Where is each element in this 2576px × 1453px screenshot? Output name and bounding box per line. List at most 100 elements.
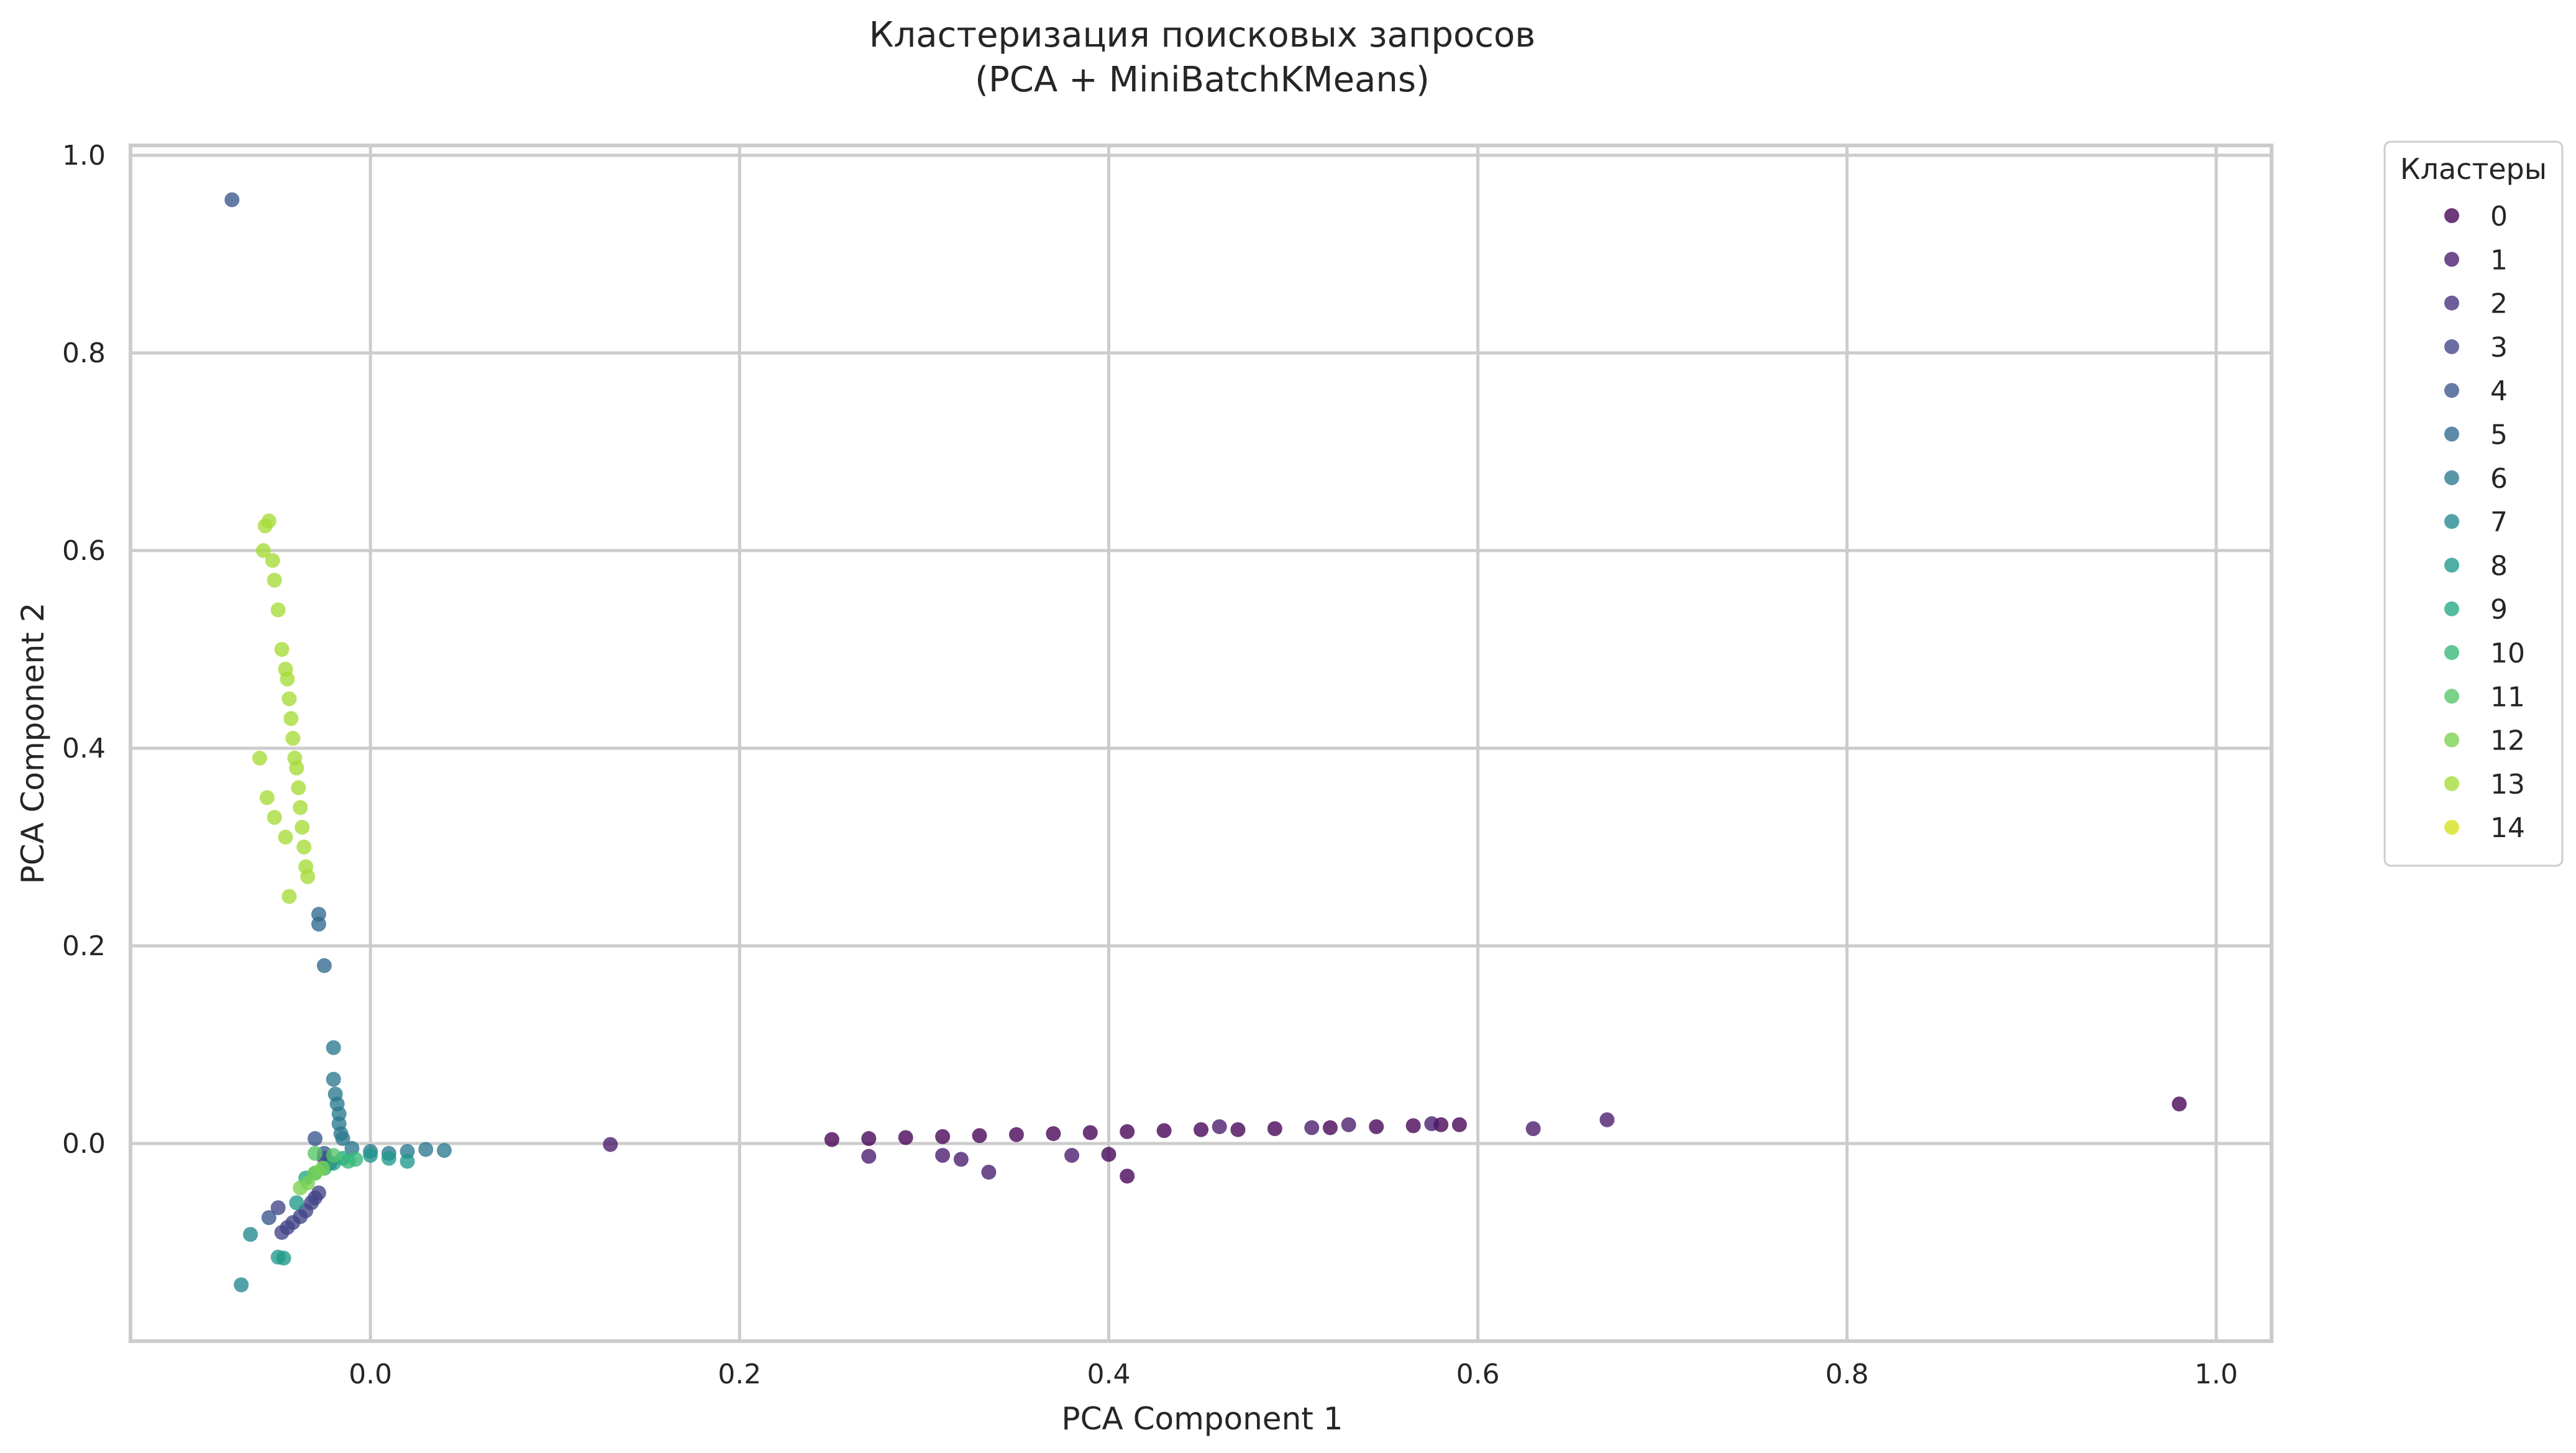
legend-marker (2444, 601, 2459, 616)
data-point-cluster-8 (381, 1150, 396, 1166)
data-point-cluster-13 (267, 572, 282, 588)
data-point-cluster-13 (295, 820, 310, 835)
data-point-cluster-13 (281, 691, 297, 707)
legend-marker (2444, 426, 2459, 442)
data-point-cluster-0 (1082, 1125, 1098, 1140)
y-tick-label: 0.8 (62, 337, 106, 369)
data-point-cluster-0 (2172, 1096, 2187, 1112)
data-point-cluster-13 (259, 790, 275, 805)
data-points (224, 192, 2187, 1293)
data-point-cluster-10 (348, 1152, 363, 1167)
data-point-cluster-0 (1046, 1126, 1061, 1142)
x-tick-label: 0.0 (349, 1359, 392, 1390)
legend-label: 4 (2490, 375, 2508, 407)
data-point-cluster-7 (243, 1227, 258, 1242)
legend-marker (2444, 557, 2459, 573)
data-point-cluster-13 (300, 869, 316, 884)
legend-marker (2444, 732, 2459, 748)
data-point-cluster-13 (278, 830, 293, 845)
data-point-cluster-13 (267, 810, 282, 825)
data-point-cluster-13 (281, 889, 297, 904)
data-point-cluster-13 (293, 800, 308, 815)
data-point-cluster-13 (252, 750, 267, 766)
x-tick-label: 0.6 (1456, 1359, 1500, 1390)
data-point-cluster-0 (1369, 1119, 1384, 1134)
data-point-cluster-13 (261, 513, 276, 529)
legend-label: 2 (2490, 288, 2508, 320)
data-point-cluster-0 (824, 1132, 839, 1147)
data-point-cluster-1 (981, 1165, 997, 1180)
data-point-cluster-0 (861, 1131, 877, 1147)
y-axis-label: PCA Component 2 (15, 602, 51, 884)
legend-marker (2444, 295, 2459, 311)
data-point-cluster-5 (311, 916, 327, 932)
y-tick-labels: 0.0 0.2 0.4 0.6 0.8 1.0 (62, 140, 106, 1160)
y-tick-label: 0.2 (62, 930, 106, 962)
data-point-cluster-1 (1212, 1119, 1227, 1134)
data-point-cluster-0 (935, 1129, 951, 1144)
legend-label: 0 (2490, 201, 2508, 232)
legend-label: 5 (2490, 419, 2508, 451)
data-point-cluster-0 (1120, 1168, 1135, 1184)
legend-label: 1 (2490, 244, 2508, 276)
data-point-cluster-1 (603, 1137, 618, 1152)
data-point-cluster-6 (418, 1142, 434, 1157)
plot-frame (129, 144, 2273, 1343)
legend-label: 11 (2490, 681, 2525, 713)
legend-marker (2444, 339, 2459, 354)
data-point-cluster-1 (1064, 1148, 1080, 1163)
data-point-cluster-0 (1267, 1121, 1282, 1137)
x-tick-label: 0.2 (718, 1359, 761, 1390)
x-tick-label: 1.0 (2195, 1359, 2238, 1390)
legend-box (2383, 140, 2564, 867)
y-tick-label: 0.6 (62, 535, 106, 567)
data-point-cluster-1 (1304, 1120, 1320, 1135)
data-point-cluster-0 (1451, 1117, 1467, 1132)
data-point-cluster-11 (308, 1145, 323, 1161)
data-point-cluster-6 (335, 1131, 350, 1147)
data-point-cluster-0 (972, 1128, 987, 1144)
data-point-cluster-7 (234, 1277, 249, 1293)
x-tick-label: 0.4 (1087, 1359, 1130, 1390)
legend-marker (2444, 689, 2459, 704)
legend-label: 13 (2490, 769, 2525, 800)
legend-label: 3 (2490, 332, 2508, 364)
data-point-cluster-13 (291, 780, 306, 795)
legend-label: 7 (2490, 506, 2508, 538)
data-point-cluster-0 (1008, 1127, 1024, 1142)
data-point-cluster-13 (255, 543, 271, 558)
legend-marker (2444, 514, 2459, 529)
data-point-cluster-13 (270, 602, 286, 618)
data-point-cluster-0 (1322, 1120, 1338, 1135)
grid-lines (130, 145, 2272, 1341)
data-point-cluster-8 (400, 1153, 415, 1169)
data-point-cluster-13 (265, 552, 280, 568)
y-tick-label: 0.4 (62, 733, 106, 764)
data-point-cluster-0 (1405, 1118, 1421, 1134)
legend-marker (2444, 645, 2459, 660)
y-tick-label: 1.0 (62, 140, 106, 172)
x-tick-labels: 0.0 0.2 0.4 0.6 0.8 1.0 (349, 1359, 2238, 1390)
data-point-cluster-0 (898, 1130, 913, 1145)
data-point-cluster-8 (363, 1148, 378, 1163)
legend-marker (2444, 820, 2459, 835)
data-point-cluster-4 (224, 192, 240, 208)
data-point-cluster-6 (326, 1040, 341, 1055)
data-point-cluster-11 (326, 1148, 341, 1163)
data-point-cluster-13 (296, 839, 312, 855)
legend-label: 6 (2490, 463, 2508, 495)
data-point-cluster-8 (289, 1195, 304, 1211)
data-point-cluster-4 (261, 1210, 276, 1226)
data-point-cluster-13 (280, 671, 295, 687)
data-point-cluster-1 (935, 1148, 951, 1163)
data-point-cluster-0 (1156, 1123, 1172, 1139)
legend-title: Кластеры (2400, 152, 2547, 186)
legend-label: 12 (2490, 725, 2525, 757)
legend-marker (2444, 208, 2459, 223)
data-point-cluster-0 (1120, 1124, 1135, 1139)
x-tick-label: 0.8 (1825, 1359, 1869, 1390)
data-point-cluster-12 (314, 1160, 330, 1176)
data-point-cluster-0 (1194, 1122, 1208, 1137)
legend-marker (2444, 470, 2459, 485)
